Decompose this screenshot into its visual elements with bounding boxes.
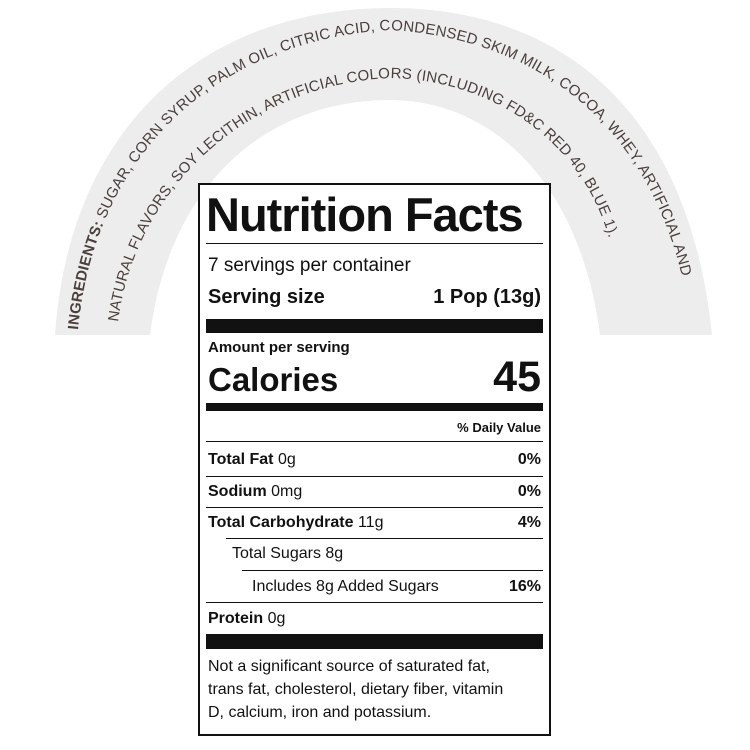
- divider: [206, 507, 543, 508]
- divider: [206, 243, 543, 244]
- divider: [242, 570, 543, 571]
- dv-total-carbohydrate: 4%: [517, 514, 541, 531]
- dv-added-sugars: 16%: [508, 578, 541, 595]
- row-total-sugars: Total Sugars 8g: [232, 545, 344, 562]
- calories-value: 45: [493, 353, 541, 401]
- divider: [226, 538, 543, 539]
- amount-per-serving: Amount per serving: [208, 339, 350, 356]
- row-total-carbohydrate: Total Carbohydrate 11g: [208, 514, 384, 531]
- servings-per-container: 7 servings per container: [208, 255, 411, 276]
- calories-label: Calories: [208, 361, 339, 398]
- row-total-fat: Total Fat 0g: [208, 451, 296, 468]
- nutrition-facts-label: Nutrition Facts 7 servings per container…: [198, 183, 551, 736]
- row-protein: Protein 0g: [208, 610, 286, 627]
- footnote-line: Not a significant source of saturated fa…: [208, 658, 490, 675]
- ingredients-strip: [55, 8, 712, 335]
- row-added-sugars: Includes 8g Added Sugars: [252, 578, 439, 595]
- serving-size-label: Serving size: [208, 286, 325, 308]
- daily-value-header: % Daily Value: [457, 420, 541, 435]
- dv-sodium: 0%: [517, 483, 541, 500]
- footnote: Not a significant source of saturated fa…: [208, 655, 503, 724]
- row-sodium: Sodium 0mg: [208, 483, 303, 500]
- footnote-line: trans fat, cholesterol, dietary fiber, v…: [208, 681, 504, 698]
- divider: [206, 602, 543, 603]
- dv-total-fat: 0%: [517, 451, 541, 468]
- thick-divider: [206, 634, 543, 649]
- label-title: Nutrition Facts: [206, 188, 524, 241]
- medium-divider: [206, 403, 543, 411]
- divider: [206, 476, 543, 477]
- footnote-line: D, calcium, iron and potassium.: [208, 704, 432, 721]
- divider: [206, 441, 543, 442]
- thick-divider: [206, 319, 543, 333]
- serving-size-value: 1 Pop (13g): [433, 286, 541, 308]
